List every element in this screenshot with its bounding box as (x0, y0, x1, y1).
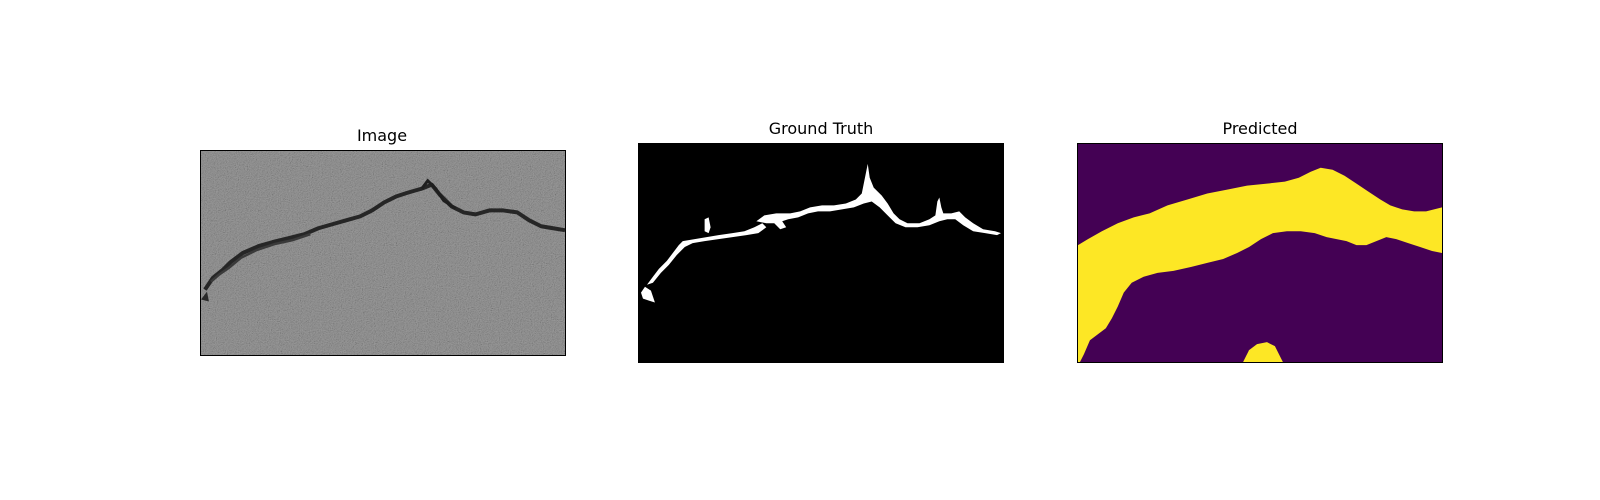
asphalt-photo (201, 151, 565, 355)
panel-image (200, 150, 566, 356)
panel-title-ground-truth: Ground Truth (768, 119, 874, 138)
panel-predicted (1077, 143, 1443, 363)
predicted-mask (1078, 144, 1442, 362)
predicted-crack-band (1078, 167, 1442, 362)
ground-truth-mask (639, 144, 1003, 362)
mask-crack-segment (704, 217, 711, 234)
crack-line (203, 182, 565, 291)
mask-crack-segment (646, 223, 767, 285)
panel-title-predicted: Predicted (1222, 119, 1298, 138)
predicted-blob (1243, 342, 1283, 362)
panel-title-image: Image (356, 126, 408, 145)
mask-crack-segment (756, 163, 1002, 236)
mask-crack-segment (640, 286, 655, 303)
panel-ground-truth (638, 143, 1004, 363)
